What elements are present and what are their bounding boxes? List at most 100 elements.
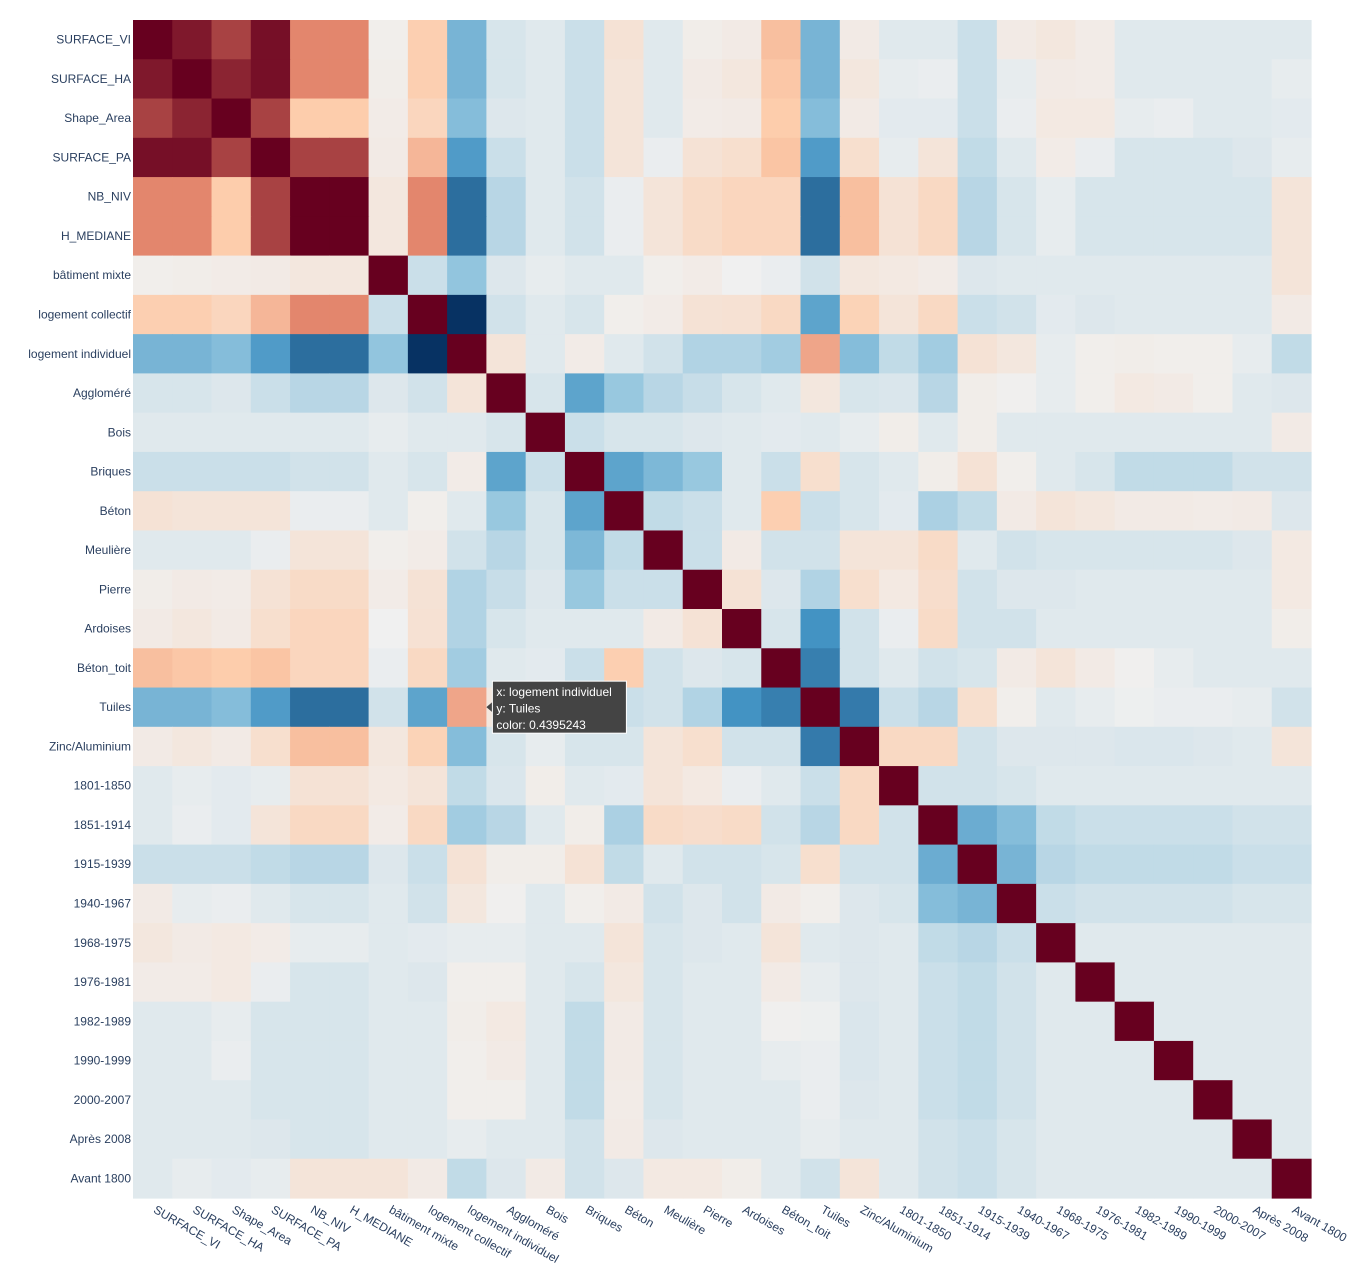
heatmap-cell[interactable] — [329, 334, 370, 374]
heatmap-cell[interactable] — [525, 1080, 566, 1121]
heatmap-cell[interactable] — [879, 726, 919, 767]
heatmap-cell[interactable] — [1153, 1158, 1194, 1199]
heatmap-cell[interactable] — [368, 177, 409, 217]
heatmap-cell[interactable] — [211, 766, 252, 806]
heatmap-cell[interactable] — [1153, 962, 1194, 1003]
heatmap-cell[interactable] — [250, 1119, 291, 1160]
heatmap-cell[interactable] — [643, 569, 684, 610]
heatmap-cell[interactable] — [643, 1158, 684, 1199]
heatmap-cell[interactable] — [447, 334, 487, 374]
heatmap-cell[interactable] — [604, 294, 645, 335]
heatmap-cell[interactable] — [1193, 216, 1234, 257]
heatmap-cell[interactable] — [879, 766, 919, 806]
heatmap-cell[interactable] — [839, 373, 880, 414]
heatmap-cell[interactable] — [211, 137, 252, 178]
heatmap-cell[interactable] — [957, 294, 998, 335]
heatmap-cell[interactable] — [290, 1001, 330, 1042]
heatmap-cell[interactable] — [447, 530, 487, 571]
heatmap-cell[interactable] — [1036, 20, 1076, 60]
heatmap-cell[interactable] — [800, 609, 841, 649]
heatmap-cell[interactable] — [761, 255, 802, 296]
heatmap-cell[interactable] — [1153, 766, 1194, 806]
heatmap-cell[interactable] — [1114, 923, 1155, 963]
heatmap-cell[interactable] — [564, 334, 605, 374]
heatmap-cell[interactable] — [407, 726, 448, 767]
heatmap-cell[interactable] — [1193, 1040, 1234, 1081]
heatmap-cell[interactable] — [133, 59, 173, 100]
heatmap-cell[interactable] — [722, 805, 762, 846]
heatmap-cell[interactable] — [957, 569, 998, 610]
heatmap-cell[interactable] — [447, 20, 487, 60]
heatmap-cell[interactable] — [1036, 726, 1076, 767]
heatmap-cell[interactable] — [1271, 530, 1312, 571]
heatmap-cell[interactable] — [1036, 805, 1076, 846]
heatmap-cell[interactable] — [486, 609, 527, 649]
heatmap-cell[interactable] — [486, 177, 527, 217]
heatmap-cell[interactable] — [250, 59, 291, 100]
heatmap-cell[interactable] — [800, 687, 841, 728]
heatmap-cell[interactable] — [839, 687, 880, 728]
heatmap-cell[interactable] — [407, 451, 448, 492]
heatmap-cell[interactable] — [996, 1001, 1037, 1042]
heatmap-cell[interactable] — [525, 530, 566, 571]
heatmap-cell[interactable] — [1114, 216, 1155, 257]
heatmap-cell[interactable] — [486, 334, 527, 374]
heatmap-cell[interactable] — [407, 334, 448, 374]
heatmap-cell[interactable] — [407, 1119, 448, 1160]
heatmap-cell[interactable] — [1036, 412, 1076, 453]
heatmap-cell[interactable] — [722, 294, 762, 335]
heatmap-cell[interactable] — [1114, 137, 1155, 178]
heatmap-cell[interactable] — [1193, 923, 1234, 963]
heatmap-cell[interactable] — [1114, 255, 1155, 296]
heatmap-cell[interactable] — [1271, 373, 1312, 414]
heatmap-cell[interactable] — [1153, 137, 1194, 178]
heatmap-cell[interactable] — [643, 726, 684, 767]
heatmap-cell[interactable] — [486, 883, 527, 924]
heatmap-cell[interactable] — [722, 216, 762, 257]
heatmap-cell[interactable] — [996, 687, 1037, 728]
heatmap-cell[interactable] — [1075, 805, 1116, 846]
heatmap-cell[interactable] — [918, 412, 959, 453]
heatmap-cell[interactable] — [1036, 530, 1076, 571]
heatmap-cell[interactable] — [918, 373, 959, 414]
heatmap-cell[interactable] — [682, 412, 723, 453]
heatmap-cell[interactable] — [879, 1001, 919, 1042]
heatmap-cell[interactable] — [1271, 962, 1312, 1003]
heatmap-cell[interactable] — [722, 20, 762, 60]
heatmap-cell[interactable] — [957, 412, 998, 453]
heatmap-cell[interactable] — [722, 687, 762, 728]
heatmap-cell[interactable] — [525, 883, 566, 924]
heatmap-cell[interactable] — [172, 255, 213, 296]
heatmap-cell[interactable] — [839, 137, 880, 178]
heatmap-cell[interactable] — [564, 59, 605, 100]
heatmap-cell[interactable] — [1153, 294, 1194, 335]
heatmap-cell[interactable] — [211, 530, 252, 571]
heatmap-cell[interactable] — [1075, 1080, 1116, 1121]
heatmap-cell[interactable] — [996, 216, 1037, 257]
heatmap-cell[interactable] — [800, 1040, 841, 1081]
heatmap-cell[interactable] — [368, 530, 409, 571]
heatmap-cell[interactable] — [879, 1158, 919, 1199]
heatmap-cell[interactable] — [329, 569, 370, 610]
heatmap-cell[interactable] — [486, 294, 527, 335]
heatmap-cell[interactable] — [133, 766, 173, 806]
heatmap-cell[interactable] — [1271, 923, 1312, 963]
heatmap-cell[interactable] — [564, 1119, 605, 1160]
heatmap-cell[interactable] — [1036, 98, 1076, 139]
heatmap-cell[interactable] — [290, 373, 330, 414]
heatmap-cell[interactable] — [839, 726, 880, 767]
heatmap-cell[interactable] — [957, 687, 998, 728]
heatmap-cell[interactable] — [957, 491, 998, 532]
heatmap-cell[interactable] — [486, 216, 527, 257]
heatmap-cell[interactable] — [564, 451, 605, 492]
heatmap-cell[interactable] — [839, 451, 880, 492]
heatmap-cell[interactable] — [604, 334, 645, 374]
heatmap-cell[interactable] — [211, 177, 252, 217]
heatmap-cell[interactable] — [1271, 294, 1312, 335]
heatmap-cell[interactable] — [250, 491, 291, 532]
heatmap-cell[interactable] — [604, 1040, 645, 1081]
heatmap-cell[interactable] — [1271, 255, 1312, 296]
heatmap-cell[interactable] — [368, 1001, 409, 1042]
heatmap-cell[interactable] — [722, 923, 762, 963]
heatmap-cell[interactable] — [761, 766, 802, 806]
